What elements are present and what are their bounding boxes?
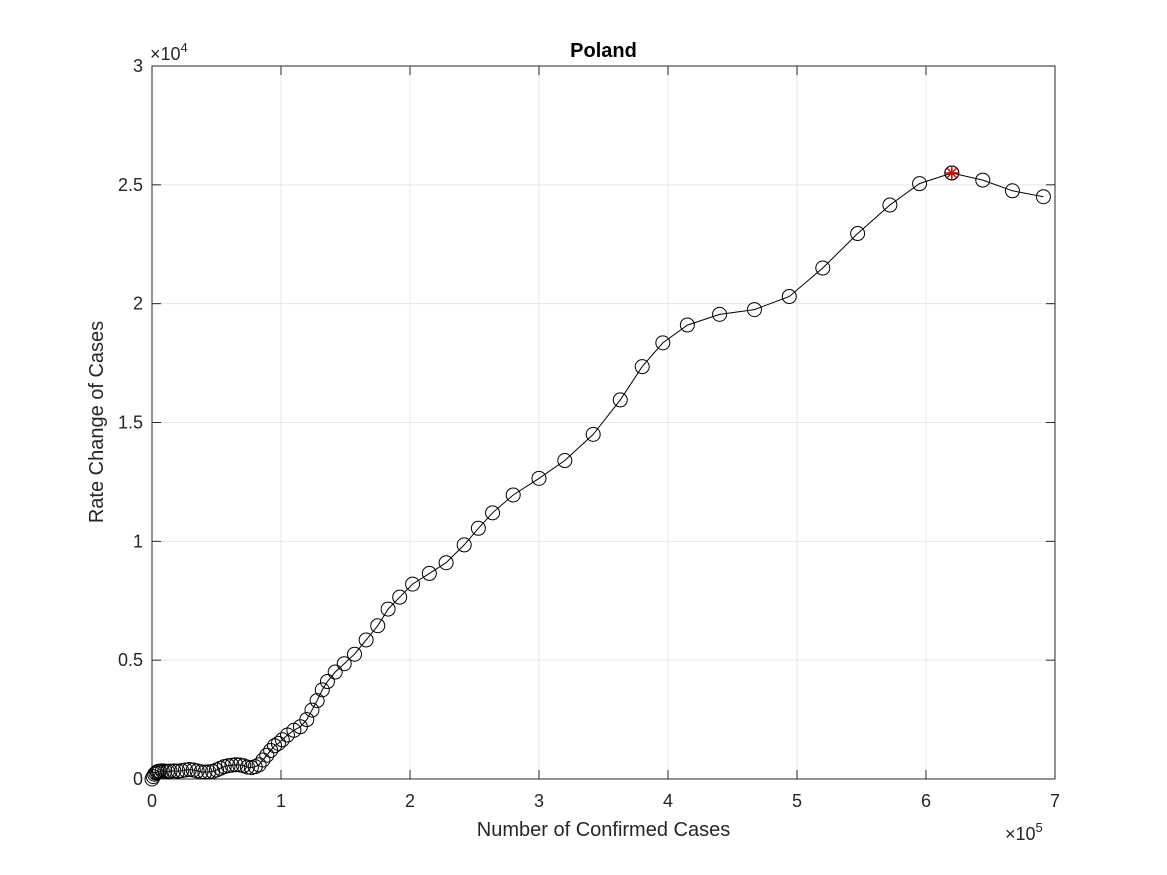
data-point <box>505 487 521 503</box>
data-point <box>392 589 408 605</box>
data-point <box>1035 189 1051 205</box>
data-point <box>178 762 194 778</box>
data-point <box>815 260 831 276</box>
data-point <box>585 426 601 442</box>
data-point <box>470 520 486 536</box>
data-point <box>299 712 315 728</box>
data-point <box>228 757 244 773</box>
data-point <box>612 392 628 408</box>
data-point <box>679 317 695 333</box>
data-point <box>485 505 501 521</box>
data-point <box>781 289 797 305</box>
y-tick-label: 1.5 <box>118 413 143 433</box>
data-point <box>162 763 178 779</box>
data-point <box>1004 183 1020 199</box>
x-tick-label: 3 <box>534 791 544 811</box>
data-point <box>255 752 271 768</box>
data-point <box>270 735 286 751</box>
tick-labels: 0 1 2 3 4 5 6 7 0 0.5 1 1.5 2 2.5 3 <box>118 56 1060 811</box>
data-point <box>193 764 209 780</box>
x-tick-label: 1 <box>276 791 286 811</box>
data-point <box>274 732 290 748</box>
chart-title: Poland <box>570 40 637 62</box>
y-tick-label: 0.5 <box>118 650 143 670</box>
data-point <box>850 226 866 242</box>
data-point <box>634 359 650 375</box>
y-tick-label: 1 <box>133 531 143 551</box>
data-point <box>912 176 928 192</box>
data-point <box>181 761 197 777</box>
x-tick-label: 7 <box>1050 791 1060 811</box>
data-point <box>358 632 374 648</box>
data-point <box>370 618 386 634</box>
y-axis-label: Rate Change of Cases <box>86 321 108 523</box>
data-point <box>405 576 421 592</box>
data-point <box>259 747 275 763</box>
data-point <box>304 702 320 718</box>
y-tick-label: 3 <box>133 56 143 76</box>
x-exponent-base: ×10 <box>1005 824 1036 844</box>
data-point <box>975 172 991 188</box>
x-tick-label: 0 <box>147 791 157 811</box>
data-point <box>170 763 186 779</box>
grid <box>152 66 1055 779</box>
data-point <box>746 302 762 318</box>
y-tick-label: 2 <box>133 294 143 314</box>
data-point <box>224 757 240 773</box>
data-point <box>327 664 343 680</box>
x-exponent-power: 5 <box>1036 820 1043 835</box>
data-markers <box>144 165 1051 787</box>
y-exponent-base: ×10 <box>150 44 181 64</box>
x-tick-label: 4 <box>663 791 673 811</box>
axes <box>151 65 1056 780</box>
data-point <box>336 656 352 672</box>
x-tick-label: 5 <box>792 791 802 811</box>
data-point <box>421 565 437 581</box>
y-tick-label: 2.5 <box>118 175 143 195</box>
x-tick-label: 6 <box>921 791 931 811</box>
data-point <box>347 646 363 662</box>
data-point <box>712 306 728 322</box>
data-point <box>531 470 547 486</box>
data-point <box>166 763 182 779</box>
y-exponent-power: 4 <box>181 40 188 55</box>
y-tick-label: 0 <box>133 769 143 789</box>
x-axis-label: Number of Confirmed Cases <box>477 819 730 841</box>
data-point <box>251 757 267 773</box>
data-point <box>267 738 283 754</box>
data-point <box>197 764 213 780</box>
data-point <box>319 674 335 690</box>
data-point <box>201 764 217 780</box>
data-point <box>309 693 325 709</box>
data-point <box>456 537 472 553</box>
data-point <box>220 758 236 774</box>
data-point <box>655 335 671 351</box>
data-point <box>239 759 255 775</box>
data-point <box>380 601 396 617</box>
data-point <box>882 197 898 213</box>
highlight-marker <box>944 165 960 181</box>
x-axis-exponent: ×105 <box>1005 820 1043 844</box>
peak-star-stroke <box>946 167 958 179</box>
data-point <box>314 682 330 698</box>
data-point <box>438 555 454 571</box>
y-axis-exponent: ×104 <box>150 40 188 64</box>
x-tick-label: 2 <box>405 791 415 811</box>
data-point <box>557 453 573 469</box>
